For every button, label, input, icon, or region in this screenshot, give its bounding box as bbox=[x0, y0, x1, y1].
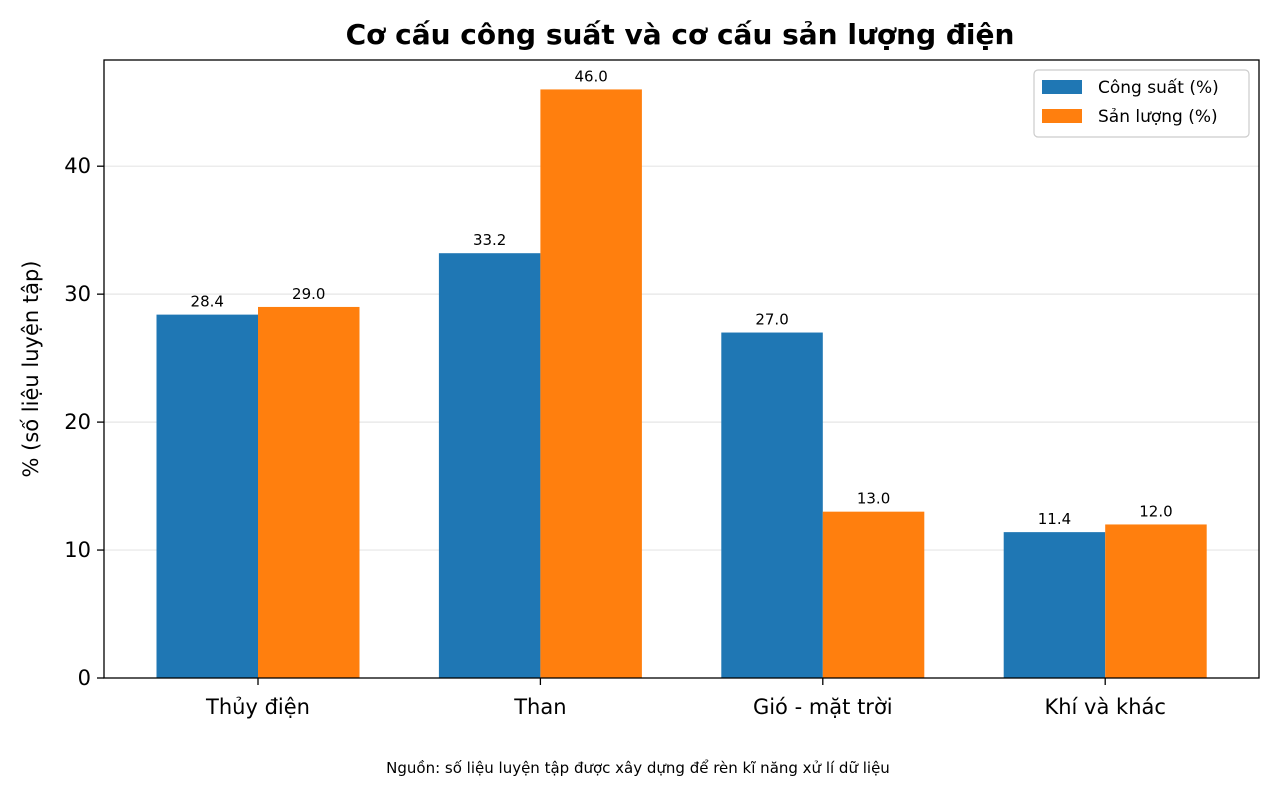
y-axis-label: % (số liệu luyện tập) bbox=[19, 261, 43, 478]
chart-title: Cơ cấu công suất và cơ cấu sản lượng điệ… bbox=[346, 18, 1015, 51]
bar-cong-suat bbox=[438, 253, 541, 679]
legend-label: Công suất (%) bbox=[1098, 77, 1219, 98]
data-label: 46.0 bbox=[574, 67, 607, 85]
bar-san-luong bbox=[540, 89, 642, 678]
legend-swatch bbox=[1042, 80, 1082, 94]
data-label: 11.4 bbox=[1038, 510, 1071, 528]
bars: 28.4 33.2 27.0 11.4 29.0 46.0 13.0 12.0 bbox=[156, 67, 1207, 679]
bar-san-luong bbox=[1105, 524, 1207, 678]
legend-box bbox=[1033, 69, 1250, 138]
x-tick-label: Thủy điện bbox=[205, 695, 310, 719]
y-tick-label: 30 bbox=[64, 282, 91, 306]
bar-cong-suat bbox=[1003, 532, 1106, 678]
bar-cong-suat bbox=[721, 332, 823, 678]
legend-swatch bbox=[1042, 109, 1082, 123]
plot-area-frame bbox=[103, 59, 1260, 679]
legend[interactable]: Công suất (%) Sản lượng (%) bbox=[1033, 69, 1250, 138]
y-tick-label: 40 bbox=[64, 154, 91, 178]
y-tick-label: 20 bbox=[64, 410, 91, 434]
bar-san-luong bbox=[822, 511, 925, 678]
x-tick-label: Khí và khác bbox=[1044, 695, 1165, 719]
x-tick-label: Than bbox=[513, 695, 566, 719]
legend-label: Sản lượng (%) bbox=[1098, 107, 1218, 127]
source-note: Nguồn: số liệu luyện tập được xây dựng đ… bbox=[386, 759, 890, 777]
data-label: 29.0 bbox=[292, 285, 325, 303]
axes: 0 10 20 30 40 Thủy điện Than Gió - mặt trời Khí … bbox=[64, 154, 1166, 719]
bar-san-luong bbox=[258, 306, 360, 678]
data-label: 33.2 bbox=[473, 231, 506, 249]
y-tick-label: 10 bbox=[64, 538, 91, 562]
y-tick-label: 0 bbox=[78, 666, 91, 690]
data-label: 12.0 bbox=[1139, 502, 1172, 520]
x-tick-label: Gió - mặt trời bbox=[753, 695, 893, 719]
data-label: 27.0 bbox=[755, 311, 788, 329]
data-label: 13.0 bbox=[857, 490, 890, 508]
data-label: 28.4 bbox=[191, 293, 224, 311]
bar-cong-suat bbox=[156, 314, 258, 678]
